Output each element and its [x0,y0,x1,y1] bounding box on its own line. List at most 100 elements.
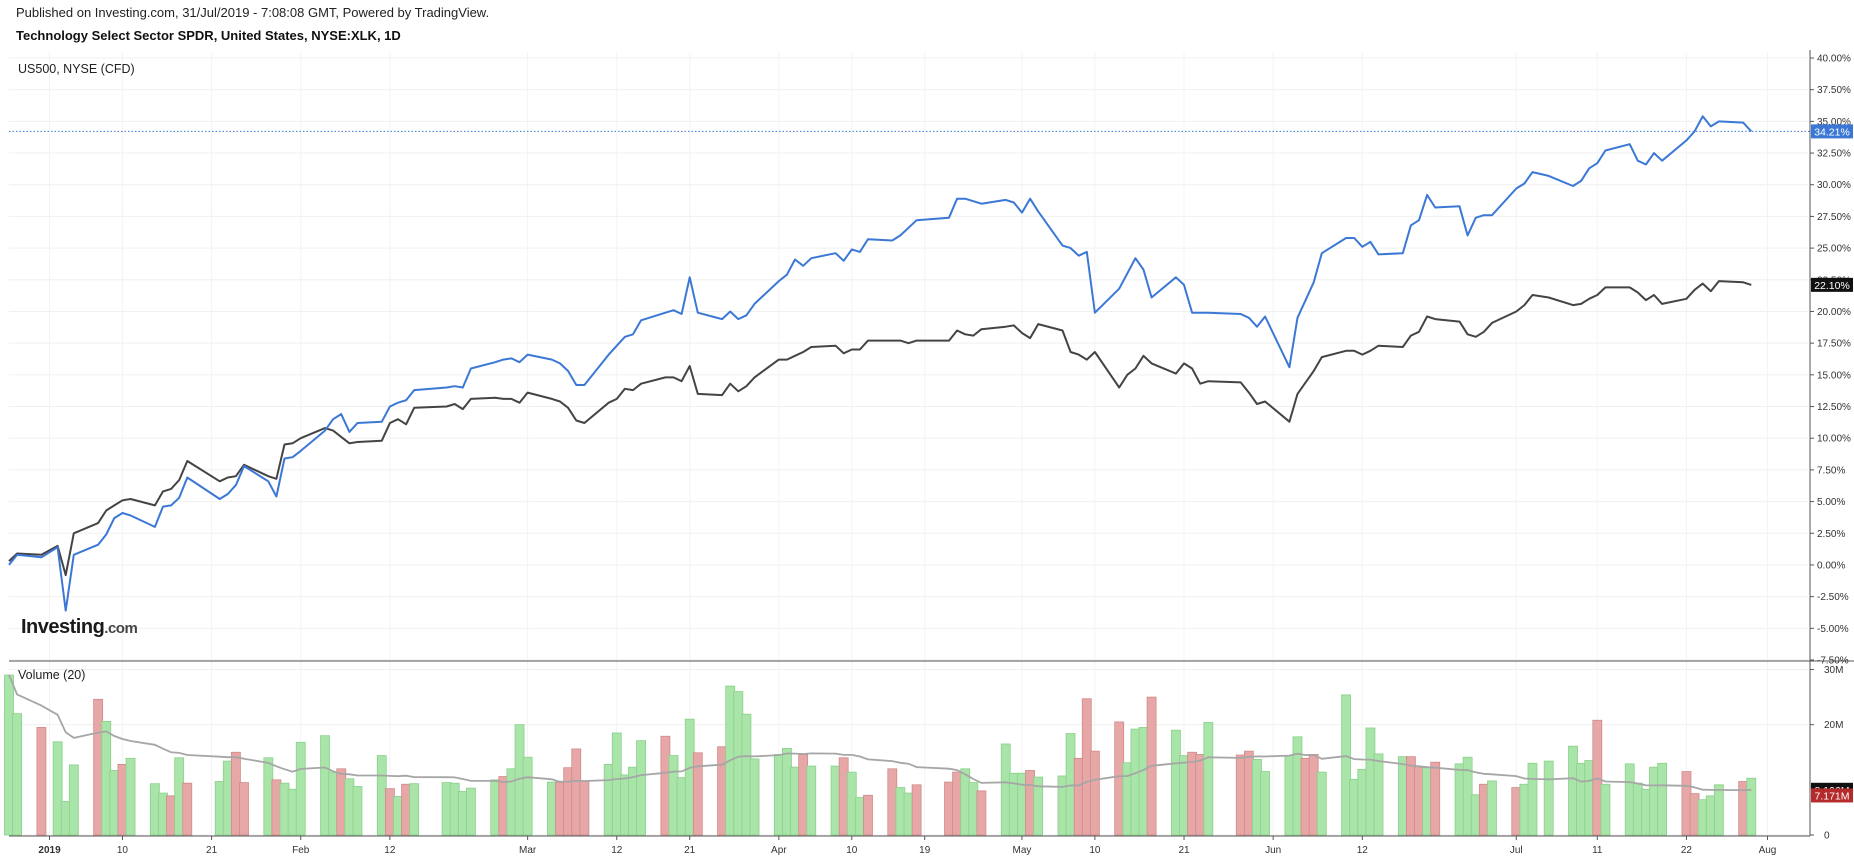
volume-bar [944,781,954,836]
x-tick-label: Apr [771,845,787,856]
logo-text: Investing.com [21,616,137,638]
x-tick-label: 12 [1357,845,1369,856]
volume-bar [1122,762,1133,836]
volume-bar [1138,727,1149,836]
volume-bar [166,795,176,836]
volume-bar [1179,755,1189,836]
volume-bar [522,756,533,836]
last-value-badge [1811,124,1853,139]
volume-bar [854,797,865,836]
x-tick-label: 21 [1178,845,1190,856]
volume-bar [490,779,501,836]
volume-bar [1649,766,1659,836]
volume-bar [1114,721,1125,836]
x-tick-label: Feb [292,845,310,856]
volume-bar [1422,767,1433,836]
volume-bar [798,754,809,836]
volume-bar [401,783,411,836]
y-tick-label: 7.50% [1817,465,1845,476]
volume-bar [952,771,963,836]
x-tick-label: 10 [1089,845,1101,856]
volume-bar [1316,771,1327,836]
y-tick-label: -7.50% [1817,656,1849,667]
volume-bar [1089,750,1100,836]
volume-bar [1478,783,1489,836]
volume-bar [692,752,703,836]
volume-bar [449,782,460,836]
volume-bar [1584,760,1595,836]
x-tick-label: May [1012,845,1031,856]
volume-bar [887,768,898,836]
price-lines [8,115,1810,612]
volume-bar [1187,751,1198,836]
volume-bar [749,758,760,836]
volume-ma-line [8,674,1752,792]
y-tick-label: -2.50% [1817,592,1849,603]
volume-bar [328,771,339,836]
volume-ma-path [8,674,1752,792]
volume-bar [320,735,330,836]
volume-bar [441,782,452,836]
y-tick-label: 30.00% [1817,180,1851,191]
volume-bar [1130,728,1141,836]
x-tick-label: 10 [117,845,129,856]
volume-bar [344,778,355,836]
volume-bar [1697,799,1708,836]
y-tick-label: 25.00% [1817,244,1851,255]
volume-bar [1519,783,1530,836]
volume-bar [1713,784,1724,836]
volume-bar [1073,757,1084,836]
volume-bar [1657,762,1668,836]
volume-bar [611,732,622,836]
volume-bar [101,720,112,836]
volume-bar [773,754,784,836]
investing-logo: Investing.com [21,616,138,638]
volume-pane-legend[interactable]: Volume (20) [18,668,85,682]
volume-bar [911,784,922,836]
y-tick-label: 0.00% [1817,560,1845,571]
main-pane-legend[interactable]: US500, NYSE (CFD) [18,62,135,76]
volume-bar [717,746,728,836]
volume-bar [125,757,136,836]
volume-bar [1689,793,1700,836]
volume-bar [547,781,557,836]
x-tick-label: 22 [1681,845,1693,856]
volume-bar [1057,775,1068,836]
volume-bar [1341,694,1351,836]
volume-bar [1430,761,1441,836]
volume-bar [1033,776,1044,836]
published-info: Published on Investing.com, 31/Jul/2019 … [16,5,490,20]
volume-bar [1365,727,1376,836]
volume-bar [968,782,979,836]
volume-bar [466,787,476,836]
volume-bar [579,780,590,836]
x-tick-label: 12 [384,845,396,856]
y-tick-label: -5.00% [1817,624,1849,635]
volume-bar [279,782,290,836]
volume-bar [263,757,274,836]
series-line [8,280,1752,577]
volume-bar [1705,795,1716,836]
volume-bar [1000,743,1011,836]
volume-bar [393,795,403,836]
volume-y-tick-label: 30M [1824,665,1843,676]
volume-bar [563,767,574,836]
volume-y-tick-label: 0 [1824,831,1830,842]
instrument-title: Technology Select Sector SPDR, United St… [16,28,401,43]
y-tick-label: 32.50% [1817,149,1851,160]
volume-bar [1171,729,1181,836]
volume-bar [1462,756,1473,836]
volume-bar [158,792,168,836]
volume-bar [498,776,509,836]
y-tick-label: 27.50% [1817,212,1851,223]
volume-bar [1624,763,1635,836]
x-tick-label: Jun [1265,845,1281,856]
volume-bar [222,760,233,836]
volume-bar [68,764,79,836]
volume-bar [1373,753,1384,836]
x-tick-label: 10 [846,845,858,856]
volume-bar [376,755,387,836]
volume-bar [660,735,671,836]
volume-bar [838,757,849,836]
